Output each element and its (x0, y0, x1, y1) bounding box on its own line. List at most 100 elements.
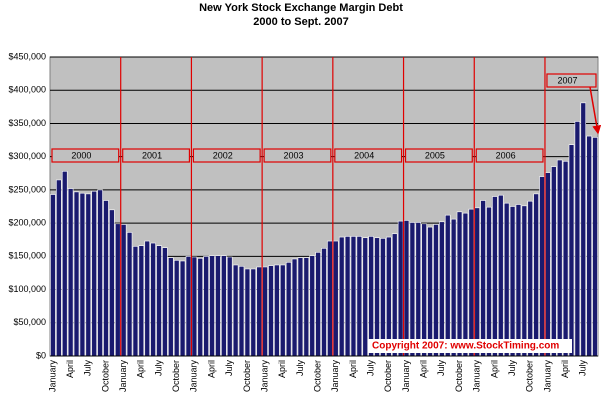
x-tick-label: July (295, 360, 305, 377)
bar (333, 240, 339, 357)
x-tick-label: July (436, 360, 446, 377)
x-tick-label: January (47, 360, 57, 393)
bar (374, 237, 380, 357)
bar (279, 264, 286, 357)
y-tick-label: $0 (36, 350, 46, 360)
bar (586, 135, 592, 357)
x-tick-label: July (507, 360, 517, 377)
year-box (546, 73, 597, 88)
bar (162, 247, 168, 357)
bar (562, 161, 569, 357)
x-tick-label: April (419, 360, 429, 378)
bar (592, 137, 598, 357)
bar (56, 179, 62, 357)
year-box (404, 148, 473, 163)
year-label: 2001 (142, 150, 162, 160)
x-tick-label: January (189, 360, 199, 393)
bar (303, 257, 310, 357)
y-tick-label: $250,000 (8, 184, 46, 194)
y-tick-label: $450,000 (8, 51, 46, 61)
bar (85, 193, 92, 357)
bar (503, 202, 510, 357)
y-tick-label: $350,000 (8, 118, 46, 128)
bar (256, 266, 262, 357)
bar (103, 200, 109, 357)
bar (439, 221, 445, 357)
bar (226, 256, 233, 357)
bar (574, 121, 581, 357)
x-tick-label: July (366, 360, 376, 377)
bar (185, 256, 192, 357)
bar (456, 211, 463, 357)
x-tick-label: April (348, 360, 358, 378)
bar (545, 172, 551, 357)
year-box (192, 148, 261, 163)
x-tick-label: October (525, 360, 535, 392)
bar (415, 222, 422, 357)
bar (191, 256, 198, 357)
x-tick-label: January (118, 360, 128, 393)
bar (515, 204, 522, 357)
bar (126, 232, 133, 357)
x-tick-label: October (312, 360, 322, 392)
bar (474, 207, 480, 357)
bar (397, 220, 404, 357)
y-tick-label: $150,000 (8, 251, 46, 261)
bar (61, 170, 68, 357)
x-tick-label: April (136, 360, 146, 378)
annotation-box (368, 339, 572, 353)
bar (91, 190, 97, 357)
bar (309, 255, 315, 357)
bar (250, 268, 257, 357)
year-arrow (589, 86, 602, 135)
bar (580, 102, 587, 357)
bar (221, 255, 227, 357)
year-box (475, 148, 544, 163)
bar (356, 236, 363, 357)
year-label: 2007 (557, 75, 577, 85)
y-tick-label: $200,000 (8, 217, 46, 227)
bar (285, 262, 292, 357)
bar (386, 236, 392, 357)
bar (132, 246, 139, 357)
bar (486, 206, 492, 357)
x-tick-label: January (472, 360, 482, 393)
x-tick-label: January (542, 360, 552, 393)
bar (232, 264, 239, 357)
bar (321, 248, 327, 357)
x-tick-label: April (489, 360, 499, 378)
bar (444, 214, 451, 357)
bar (450, 218, 457, 357)
bar (156, 245, 162, 357)
x-tick-label: October (242, 360, 252, 392)
bar (168, 257, 174, 357)
bar (268, 265, 274, 357)
x-tick-label: January (330, 360, 340, 393)
bar (391, 233, 398, 357)
year-label: 2003 (283, 150, 303, 160)
bar (274, 264, 280, 357)
bar (67, 188, 74, 357)
x-tick-label: April (560, 360, 570, 378)
x-tick-label: July (153, 360, 163, 377)
bar (527, 200, 534, 357)
bar (262, 266, 268, 357)
bar (338, 236, 345, 357)
x-tick-label: April (206, 360, 216, 378)
year-box (263, 148, 332, 163)
bar (480, 200, 486, 357)
bar (209, 255, 215, 357)
bar (427, 226, 433, 357)
bar (568, 144, 575, 357)
y-tick-label: $400,000 (8, 85, 46, 95)
bar (433, 224, 439, 357)
year-label: 2004 (354, 150, 374, 160)
year-box (51, 148, 120, 163)
bar (150, 242, 156, 357)
bar (173, 260, 180, 357)
bar (315, 252, 321, 357)
year-label: 2002 (213, 150, 233, 160)
bar (109, 209, 115, 357)
bar (244, 268, 251, 357)
